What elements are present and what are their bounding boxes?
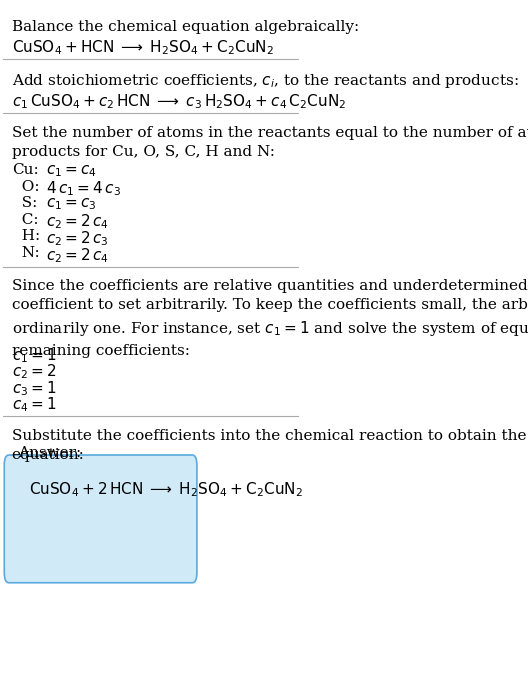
Text: $c_2 = 2\,c_3$: $c_2 = 2\,c_3$ <box>46 229 109 248</box>
Text: Answer:: Answer: <box>17 446 81 460</box>
Text: $c_1 = c_4$: $c_1 = c_4$ <box>46 163 97 179</box>
Text: H:: H: <box>12 229 40 243</box>
Text: $c_2 = 2$: $c_2 = 2$ <box>12 363 56 381</box>
Text: $c_1\,\mathrm{CuSO_4} + c_2\,\mathrm{HCN} \;\longrightarrow\; c_3\,\mathrm{H_2SO: $c_1\,\mathrm{CuSO_4} + c_2\,\mathrm{HCN… <box>12 93 346 111</box>
Text: Since the coefficients are relative quantities and underdetermined, choose a
coe: Since the coefficients are relative quan… <box>12 279 528 358</box>
Text: S:: S: <box>12 196 37 210</box>
Text: $\mathrm{CuSO_4 + 2\,HCN \;\longrightarrow\; H_2SO_4 + C_2CuN_2}$: $\mathrm{CuSO_4 + 2\,HCN \;\longrightarr… <box>30 480 304 499</box>
Text: $c_1 = 1$: $c_1 = 1$ <box>12 346 56 365</box>
Text: Substitute the coefficients into the chemical reaction to obtain the balanced
eq: Substitute the coefficients into the che… <box>12 429 528 462</box>
Text: $c_1 = c_3$: $c_1 = c_3$ <box>46 196 96 212</box>
Text: Cu:: Cu: <box>12 163 39 177</box>
FancyBboxPatch shape <box>4 455 197 583</box>
Text: $c_2 = 2\,c_4$: $c_2 = 2\,c_4$ <box>46 213 109 231</box>
Text: Balance the chemical equation algebraically:: Balance the chemical equation algebraica… <box>12 20 359 34</box>
Text: $c_4 = 1$: $c_4 = 1$ <box>12 395 56 414</box>
Text: $c_2 = 2\,c_4$: $c_2 = 2\,c_4$ <box>46 246 109 264</box>
Text: $\mathrm{CuSO_4 + HCN \;\longrightarrow\; H_2SO_4 + C_2CuN_2}$: $\mathrm{CuSO_4 + HCN \;\longrightarrow\… <box>12 39 274 57</box>
Text: C:: C: <box>12 213 39 227</box>
Text: N:: N: <box>12 246 40 260</box>
Text: Set the number of atoms in the reactants equal to the number of atoms in the
pro: Set the number of atoms in the reactants… <box>12 126 528 159</box>
Text: $4\,c_1 = 4\,c_3$: $4\,c_1 = 4\,c_3$ <box>46 180 121 198</box>
Text: Add stoichiometric coefficients, $c_i$, to the reactants and products:: Add stoichiometric coefficients, $c_i$, … <box>12 72 518 90</box>
Text: $c_3 = 1$: $c_3 = 1$ <box>12 379 56 398</box>
Text: O:: O: <box>12 180 39 193</box>
